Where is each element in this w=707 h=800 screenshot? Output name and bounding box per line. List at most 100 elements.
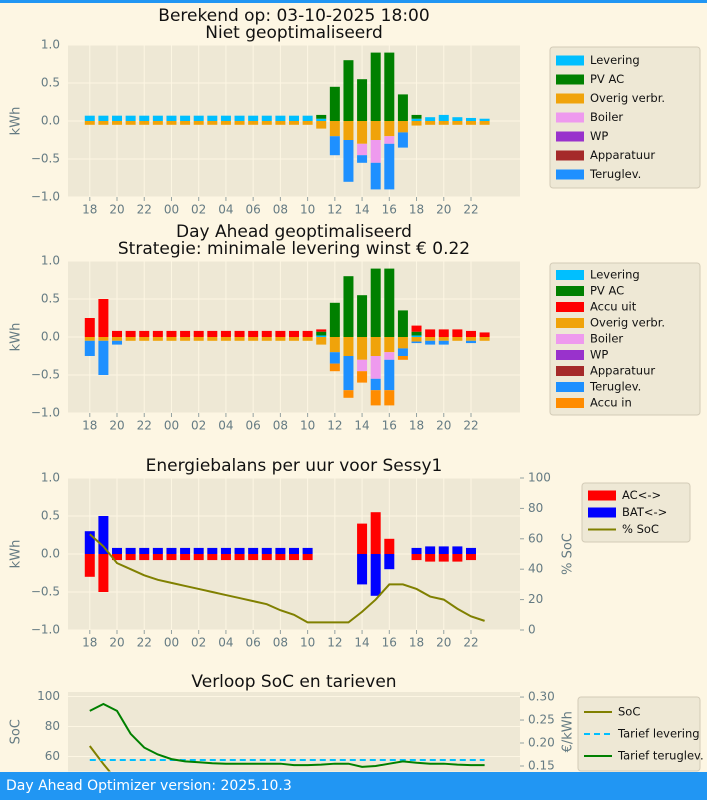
bar bbox=[220, 115, 231, 121]
bar bbox=[425, 554, 436, 562]
y-axis-label: kWh bbox=[9, 540, 24, 569]
bar bbox=[180, 554, 191, 561]
bar bbox=[452, 121, 463, 125]
bar bbox=[343, 60, 354, 121]
bar bbox=[465, 547, 476, 554]
bar bbox=[84, 337, 95, 341]
bar bbox=[152, 330, 163, 337]
bar bbox=[370, 512, 381, 554]
y-tick-label: 1.0 bbox=[41, 38, 60, 52]
bar bbox=[248, 330, 259, 337]
bar bbox=[152, 554, 163, 561]
bar bbox=[384, 337, 395, 353]
bar bbox=[397, 337, 408, 349]
bar bbox=[316, 118, 327, 121]
bar bbox=[139, 330, 150, 337]
bar bbox=[452, 554, 463, 562]
y-tick-label: 80 bbox=[45, 719, 60, 733]
bar bbox=[452, 337, 463, 341]
bar bbox=[139, 337, 150, 341]
bar bbox=[397, 348, 408, 356]
bar bbox=[275, 330, 286, 337]
y-tick-label: 100 bbox=[37, 689, 60, 703]
bar bbox=[234, 554, 245, 561]
legend-label: SoC bbox=[618, 705, 640, 719]
legend-label: PV AC bbox=[590, 72, 624, 86]
bar bbox=[289, 330, 299, 337]
bar bbox=[370, 390, 381, 406]
bar bbox=[411, 325, 422, 332]
bar bbox=[248, 554, 259, 561]
bar bbox=[370, 121, 381, 140]
bar bbox=[438, 340, 449, 345]
legend-label: BAT<-> bbox=[622, 505, 667, 519]
y-axis-label: SoC bbox=[9, 719, 24, 744]
bar bbox=[207, 337, 218, 341]
bar bbox=[465, 330, 476, 337]
bar bbox=[112, 340, 123, 345]
x-tick-label: 20 bbox=[436, 636, 451, 650]
chart-subtitle: Niet geoptimaliseerd bbox=[205, 23, 382, 43]
bar bbox=[193, 115, 204, 121]
bar bbox=[357, 523, 368, 554]
y2-tick-label: 0.15 bbox=[528, 758, 555, 772]
legend-marker bbox=[556, 398, 584, 408]
x-tick-label: 18 bbox=[82, 203, 97, 217]
bar bbox=[438, 114, 449, 121]
y2-tick-label: 20 bbox=[528, 592, 543, 606]
x-tick-label: 06 bbox=[246, 636, 261, 650]
y-axis-label: kWh bbox=[9, 323, 24, 352]
y-tick-label: −1.0 bbox=[31, 406, 60, 420]
x-tick-label: 02 bbox=[191, 636, 206, 650]
bar bbox=[425, 117, 436, 121]
chart-title: Energiebalans per uur voor Sessy1 bbox=[146, 456, 443, 476]
bar bbox=[438, 121, 449, 125]
bar bbox=[370, 554, 381, 596]
legend-box bbox=[577, 696, 701, 772]
y-tick-label: 0.0 bbox=[41, 547, 60, 561]
bar bbox=[425, 121, 436, 125]
plot-marks bbox=[84, 268, 490, 406]
bar bbox=[316, 335, 327, 337]
bar bbox=[370, 378, 381, 391]
bar bbox=[479, 121, 490, 125]
bar bbox=[180, 115, 191, 121]
x-tick-label: 20 bbox=[436, 419, 451, 433]
x-tick-label: 22 bbox=[463, 419, 478, 433]
bar bbox=[316, 329, 327, 332]
legend-label: Apparatuur bbox=[590, 364, 655, 378]
x-tick-label: 12 bbox=[327, 636, 342, 650]
bar bbox=[357, 295, 368, 337]
bar bbox=[125, 337, 136, 341]
bar bbox=[384, 121, 395, 137]
y2-tick-label: 40 bbox=[528, 562, 543, 576]
bar bbox=[289, 554, 299, 561]
bar bbox=[166, 554, 177, 561]
bar bbox=[384, 136, 395, 144]
bar bbox=[329, 337, 340, 353]
bar bbox=[220, 547, 231, 554]
bar bbox=[384, 52, 395, 121]
y-tick-label: 60 bbox=[45, 749, 60, 763]
bar bbox=[125, 330, 136, 337]
bar bbox=[98, 554, 109, 592]
legend-marker bbox=[556, 286, 584, 296]
legend-marker bbox=[556, 382, 584, 392]
bar bbox=[384, 143, 395, 190]
bar bbox=[357, 79, 368, 121]
bar bbox=[166, 337, 177, 341]
bar bbox=[180, 121, 191, 125]
bar bbox=[397, 310, 408, 337]
bar bbox=[180, 330, 191, 337]
y2-tick-label: 60 bbox=[528, 531, 543, 545]
bar bbox=[289, 337, 299, 341]
x-tick-label: 14 bbox=[354, 419, 369, 433]
y-tick-label: −0.5 bbox=[31, 368, 60, 382]
plot-area bbox=[68, 692, 520, 772]
x-tick-label: 18 bbox=[82, 636, 97, 650]
bar bbox=[397, 121, 408, 133]
footer: Day Ahead Optimizer version: 2025.10.3 bbox=[0, 772, 707, 800]
legend-marker bbox=[556, 302, 584, 312]
